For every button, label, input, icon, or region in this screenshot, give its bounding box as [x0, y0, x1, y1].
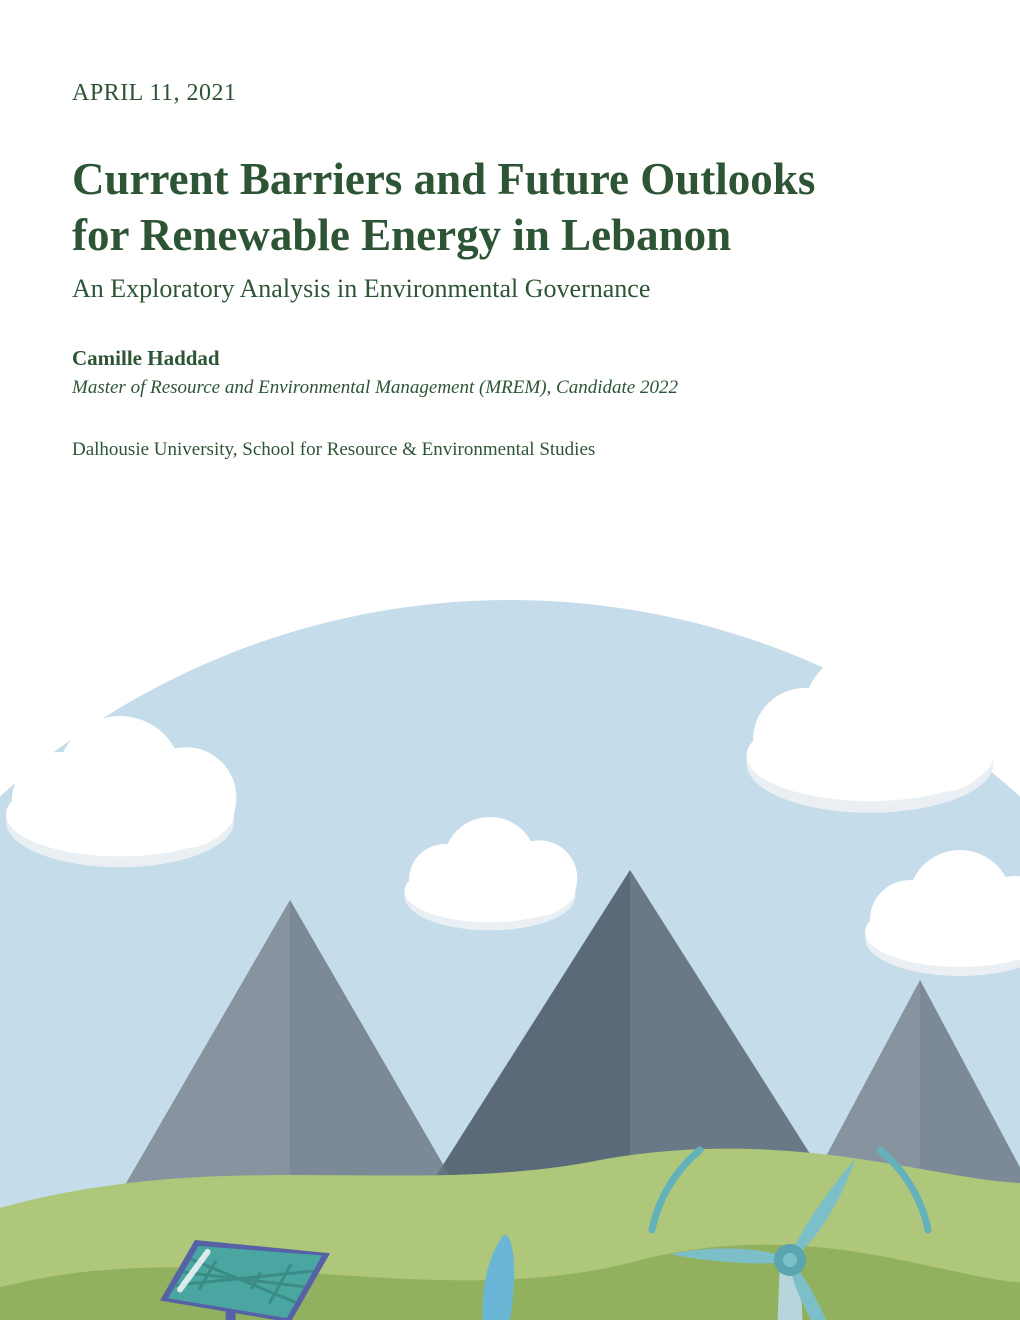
- title-line-2: for Renewable Energy in Lebanon: [72, 210, 731, 260]
- illustration-svg: [0, 500, 1020, 1320]
- affiliation: Dalhousie University, School for Resourc…: [72, 439, 948, 461]
- document-subtitle: An Exploratory Analysis in Environmental…: [72, 274, 948, 304]
- cover-text-block: APRIL 11, 2021 Current Barriers and Futu…: [72, 80, 948, 461]
- author-name: Camille Haddad: [72, 346, 948, 371]
- author-credential: Master of Resource and Environmental Man…: [72, 377, 948, 399]
- cover-illustration: [0, 500, 1020, 1320]
- document-date: APRIL 11, 2021: [72, 80, 948, 107]
- document-title: Current Barriers and Future Outlooks for…: [72, 151, 948, 264]
- title-line-1: Current Barriers and Future Outlooks: [72, 154, 815, 204]
